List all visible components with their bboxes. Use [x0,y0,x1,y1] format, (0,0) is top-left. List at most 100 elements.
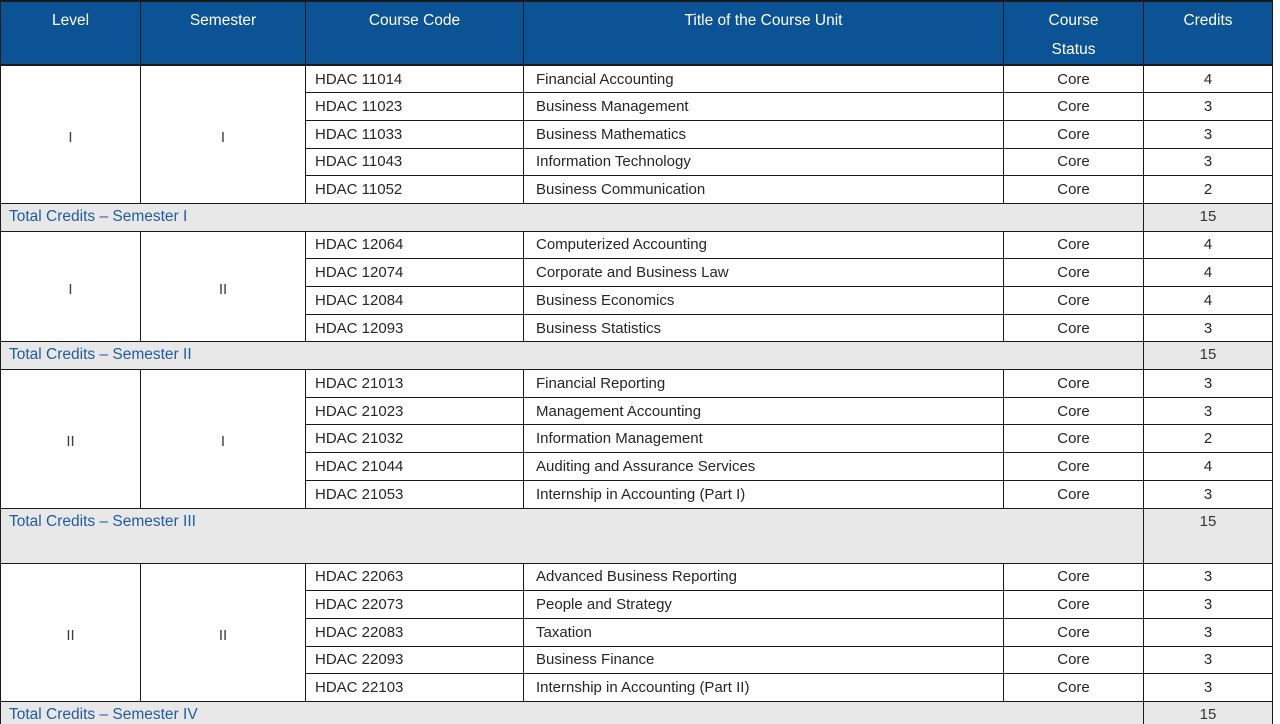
course-title-cell: Financial Accounting [523,64,1004,94]
total-credits-value: 15 [1143,202,1273,232]
course-code-cell: HDAC 21053 [305,479,524,509]
table-row: HDAC 11052 Business Communication Core 2 [1,175,1273,204]
table-row: HDAC 22093 Business Finance Core 3 [1,645,1273,675]
header-row: Level Semester Course Code Title of the … [0,0,1273,66]
course-code-cell: HDAC 22083 [305,617,524,647]
course-code-cell: HDAC 11052 [305,175,524,204]
course-credits-cell: 4 [1143,286,1273,315]
course-title-cell: Financial Reporting [523,369,1004,398]
header-semester: Semester [140,0,306,66]
table-header: Level Semester Course Code Title of the … [0,0,1273,66]
level-cell: I [0,64,141,204]
table-row: HDAC 11023 Business Management Core 3 [1,92,1273,121]
course-status-cell: Core [1003,258,1144,287]
course-status-cell: Core [1003,230,1144,260]
course-credits-cell: 4 [1143,452,1273,481]
course-code-cell: HDAC 12093 [305,313,524,343]
course-credits-cell: 3 [1143,590,1273,619]
total-credits-value: 15 [1143,507,1273,564]
course-status-cell: Core [1003,313,1144,343]
header-course-status: Course Status [1003,0,1144,66]
course-status-cell: Core [1003,396,1144,426]
course-credits-cell: 3 [1143,673,1273,702]
course-credits-cell: 2 [1143,175,1273,204]
course-credits-cell: 3 [1143,313,1273,343]
course-title-cell: Business Finance [523,645,1004,675]
course-credits-cell: 3 [1143,147,1273,177]
course-status-cell: Core [1003,424,1144,454]
course-code-cell: HDAC 22093 [305,645,524,675]
total-credits-row: Total Credits – Semester III 15 [0,507,1273,564]
course-code-cell: HDAC 22103 [305,673,524,702]
course-credits-cell: 4 [1143,230,1273,260]
course-status-cell: Core [1003,479,1144,509]
total-credits-label: Total Credits – Semester I [0,202,1144,232]
total-credits-label: Total Credits – Semester II [0,341,1144,371]
course-code-cell: HDAC 21032 [305,424,524,454]
table-row: I I HDAC 11014 Financial Accounting Core 4 [0,64,1273,204]
course-title-cell: Information Management [523,424,1004,454]
course-code-cell: HDAC 22063 [305,562,524,592]
course-status-cell: Core [1003,562,1144,592]
table-row: II I HDAC 21013 Financial Reporting Core 3 [0,369,1273,509]
course-credits-cell: 4 [1143,258,1273,287]
course-credits-cell: 3 [1143,369,1273,398]
course-code-cell: HDAC 21044 [305,452,524,481]
course-title-cell: Corporate and Business Law [523,258,1004,287]
course-status-cell: Core [1003,286,1144,315]
course-title-cell: Business Communication [523,175,1004,204]
course-credits-cell: 3 [1143,92,1273,121]
level-cell: II [0,562,141,702]
course-title-cell: Business Economics [523,286,1004,315]
course-title-cell: Management Accounting [523,396,1004,426]
total-credits-value: 15 [1143,341,1273,371]
course-credits-cell: 3 [1143,645,1273,675]
course-title-cell: People and Strategy [523,590,1004,619]
total-credits-row: Total Credits – Semester IV 15 [0,700,1273,724]
total-credits-label: Total Credits – Semester III [0,507,1144,564]
course-credits-cell: 3 [1143,617,1273,647]
course-code-cell: HDAC 21023 [305,396,524,426]
course-status-cell: Core [1003,92,1144,121]
course-code-cell: HDAC 11014 [305,64,524,94]
semester-cell: I [140,369,306,509]
table-row: HDAC 12084 Business Economics Core 4 [1,286,1273,315]
table-row: HDAC 12093 Business Statistics Core 3 [1,313,1273,343]
course-status-cell: Core [1003,175,1144,204]
total-credits-row: Total Credits – Semester I 15 [0,202,1273,232]
course-credits-cell: 3 [1143,562,1273,592]
course-title-cell: Auditing and Assurance Services [523,452,1004,481]
course-credits-cell: 4 [1143,64,1273,94]
table-row: HDAC 11043 Information Technology Core 3 [1,147,1273,177]
course-title-cell: Business Statistics [523,313,1004,343]
table-row: HDAC 21032 Information Management Core 2 [1,424,1273,454]
course-status-cell: Core [1003,452,1144,481]
header-course-title: Title of the Course Unit [523,0,1004,66]
total-credits-label: Total Credits – Semester IV [0,700,1144,724]
course-title-cell: Business Management [523,92,1004,121]
table-row: HDAC 12074 Corporate and Business Law Core… [1,258,1273,287]
semester-cell: II [140,562,306,702]
course-status-cell: Core [1003,590,1144,619]
total-credits-row: Total Credits – Semester II 15 [0,341,1273,371]
course-code-cell: HDAC 22073 [305,590,524,619]
table-row: HDAC 11033 Business Mathematics Core 3 [1,119,1273,149]
table-row: I II HDAC 12064 Computerized Accounting Core… [0,230,1273,343]
course-title-cell: Information Technology [523,147,1004,177]
course-code-cell: HDAC 21013 [305,369,524,398]
level-cell: II [0,369,141,509]
course-status-cell: Core [1003,369,1144,398]
header-credits: Credits [1143,0,1273,66]
course-status-cell: Core [1003,64,1144,94]
header-level: Level [0,0,141,66]
course-title-cell: Business Mathematics [523,119,1004,149]
course-credits-cell: 3 [1143,479,1273,509]
course-code-cell: HDAC 12074 [305,258,524,287]
semester-cell: II [140,230,306,343]
table-row: HDAC 21053 Internship in Accounting (Part… [1,479,1273,509]
course-credits-cell: 3 [1143,396,1273,426]
course-code-cell: HDAC 11023 [305,92,524,121]
course-status-cell: Core [1003,119,1144,149]
course-code-cell: HDAC 11033 [305,119,524,149]
